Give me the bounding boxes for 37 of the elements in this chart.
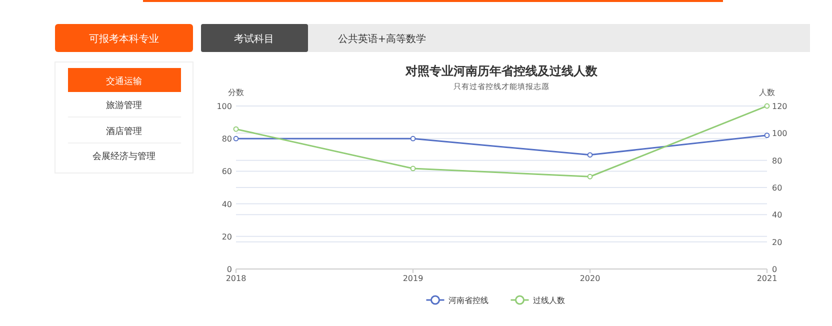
- chart-title: 对照专业河南历年省控线及过线人数: [404, 64, 598, 78]
- x-tick-label: 2018: [226, 274, 246, 283]
- point: [587, 174, 593, 180]
- y-tick-label: 0: [226, 265, 232, 274]
- y-tick-label: 100: [216, 102, 232, 111]
- y2-tick-label: 20: [772, 238, 782, 247]
- y2-axis-title: 人数: [759, 88, 775, 97]
- y2-tick-label: 0: [772, 265, 778, 274]
- y-tick-label: 80: [222, 134, 232, 144]
- y-tick-label: 20: [222, 232, 232, 242]
- legend-label: 过线人数: [532, 296, 565, 305]
- y-tick-label: 40: [222, 200, 232, 209]
- y2-tick-label: 80: [772, 156, 782, 166]
- text: 可报考本科专业: [89, 33, 159, 45]
- y-tick-label: 60: [222, 167, 232, 176]
- text: 公共英语+高等数学: [338, 33, 426, 45]
- point: [233, 136, 239, 142]
- point: [764, 132, 770, 138]
- y2-tick-label: 40: [772, 210, 782, 220]
- x-tick-label: 2019: [402, 274, 424, 283]
- text: 考试科目: [234, 33, 274, 45]
- x-tick-label: 2021: [756, 274, 778, 283]
- text: 交通运输: [106, 76, 142, 87]
- y2-tick-label: 100: [772, 129, 788, 138]
- x-tick-label: 2020: [580, 274, 600, 283]
- point: [410, 136, 416, 142]
- text: 旅游管理: [106, 100, 142, 111]
- legend-label: 河南省控线: [448, 296, 488, 305]
- point: [233, 126, 239, 132]
- point: [587, 152, 593, 158]
- text: 酒店管理: [106, 126, 142, 137]
- point: [410, 166, 416, 172]
- y2-tick-label: 120: [772, 102, 788, 111]
- y-axis-title: 分数: [228, 88, 244, 97]
- point: [764, 103, 770, 109]
- y2-tick-label: 60: [772, 184, 782, 192]
- text: 会展经济与管理: [92, 151, 156, 162]
